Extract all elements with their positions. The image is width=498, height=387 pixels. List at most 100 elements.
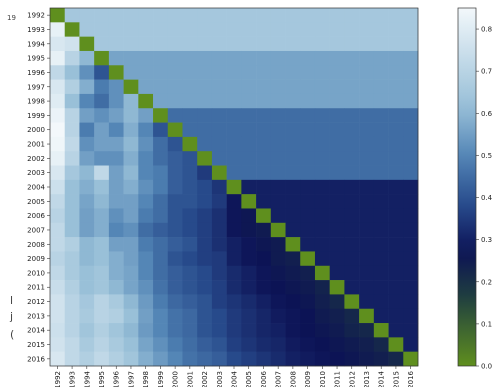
- heatmap-cell: [167, 50, 183, 66]
- heatmap-cell: [108, 265, 124, 281]
- heatmap-cell: [64, 165, 80, 181]
- heatmap-cell: [94, 194, 110, 209]
- heatmap-cell: [64, 251, 80, 267]
- heatmap-cell: [64, 280, 80, 295]
- heatmap-cell: [344, 222, 360, 238]
- heatmap-cell: [64, 151, 80, 166]
- heatmap-cell: [373, 79, 389, 95]
- heatmap-cell: [153, 65, 169, 80]
- heatmap-cell: [329, 194, 345, 209]
- heatmap-cell: [211, 79, 227, 95]
- page-mark-left-2: j: [10, 310, 14, 323]
- heatmap-cell: [344, 36, 360, 52]
- heatmap-cell: [211, 165, 227, 181]
- heatmap-cell: [50, 280, 66, 295]
- heatmap-cell: [123, 79, 139, 95]
- heatmap-cell: [285, 251, 301, 267]
- heatmap-cell: [50, 237, 66, 252]
- heatmap-cell: [329, 122, 345, 138]
- heatmap-cell: [94, 280, 110, 295]
- page-mark-left-1: l: [10, 294, 14, 307]
- heatmap-cell: [285, 36, 301, 52]
- heatmap-cell: [153, 179, 169, 195]
- x-tick-label: 2004: [231, 370, 239, 387]
- heatmap-cell: [329, 108, 345, 123]
- heatmap-cell: [211, 222, 227, 238]
- heatmap-cell: [108, 337, 124, 352]
- heatmap-cell: [270, 93, 286, 109]
- heatmap-cell: [359, 323, 375, 338]
- heatmap-cell: [182, 50, 198, 66]
- heatmap-cell: [167, 351, 183, 367]
- heatmap-cell: [108, 222, 124, 238]
- heatmap-cell: [314, 108, 330, 123]
- heatmap-cell: [153, 351, 169, 367]
- heatmap-cell: [182, 136, 198, 152]
- heatmap-cell: [79, 337, 95, 352]
- heatmap-cell: [329, 222, 345, 238]
- heatmap-cell: [270, 165, 286, 181]
- y-tick-label: 2001: [27, 141, 45, 149]
- heatmap-cell: [403, 337, 419, 352]
- heatmap-cell: [300, 251, 316, 267]
- heatmap-cell: [285, 165, 301, 181]
- colorbar-tick-label: 0.2: [481, 278, 492, 286]
- heatmap-cell: [211, 108, 227, 123]
- heatmap-cell: [123, 237, 139, 252]
- heatmap-cell: [138, 280, 154, 295]
- heatmap-cell: [300, 237, 316, 252]
- heatmap-cell: [388, 36, 404, 52]
- heatmap-cell: [153, 265, 169, 281]
- heatmap-cell: [94, 179, 110, 195]
- heatmap-cell: [329, 136, 345, 152]
- heatmap-cell: [197, 136, 213, 152]
- heatmap-cell: [94, 165, 110, 181]
- heatmap-cell: [285, 337, 301, 352]
- heatmap-cell: [79, 8, 95, 23]
- heatmap-cell: [108, 136, 124, 152]
- heatmap-cell: [138, 337, 154, 352]
- heatmap-cell: [153, 22, 169, 37]
- heatmap-cell: [138, 179, 154, 195]
- heatmap-cell: [256, 237, 272, 252]
- heatmap-cell: [211, 280, 227, 295]
- heatmap-cell: [79, 237, 95, 252]
- heatmap-cell: [256, 79, 272, 95]
- heatmap-cell: [182, 251, 198, 267]
- heatmap-cell: [300, 222, 316, 238]
- heatmap-cell: [153, 251, 169, 267]
- heatmap-cell: [108, 108, 124, 123]
- heatmap-cell: [167, 151, 183, 166]
- heatmap-cell: [344, 122, 360, 138]
- heatmap-cell: [329, 65, 345, 80]
- heatmap-cell: [256, 108, 272, 123]
- heatmap-cell: [388, 50, 404, 66]
- heatmap-cell: [270, 122, 286, 138]
- heatmap-cell: [285, 50, 301, 66]
- heatmap-cell: [403, 165, 419, 181]
- heatmap-cell: [270, 280, 286, 295]
- heatmap-cell: [94, 351, 110, 367]
- colorbar-tick-label: 0.5: [481, 152, 492, 160]
- heatmap-cell: [403, 79, 419, 95]
- heatmap-cell: [50, 265, 66, 281]
- x-tick-label: 2012: [348, 371, 356, 387]
- heatmap-cell: [123, 251, 139, 267]
- heatmap-cell: [300, 65, 316, 80]
- heatmap-cell: [123, 208, 139, 224]
- heatmap-cell: [359, 337, 375, 352]
- heatmap-cell: [270, 151, 286, 166]
- heatmap-cell: [241, 323, 257, 338]
- heatmap-cell: [64, 294, 80, 310]
- colorbar-tick-label: 0.4: [481, 194, 493, 202]
- heatmap-cell: [359, 22, 375, 37]
- heatmap-cell: [344, 136, 360, 152]
- heatmap-cell: [197, 351, 213, 367]
- heatmap-cell: [153, 136, 169, 152]
- heatmap-cell: [50, 222, 66, 238]
- heatmap-cell: [270, 50, 286, 66]
- heatmap-cell: [241, 294, 257, 310]
- x-tick-label: 2006: [260, 370, 268, 387]
- heatmap-cell: [344, 165, 360, 181]
- heatmap-cell: [167, 165, 183, 181]
